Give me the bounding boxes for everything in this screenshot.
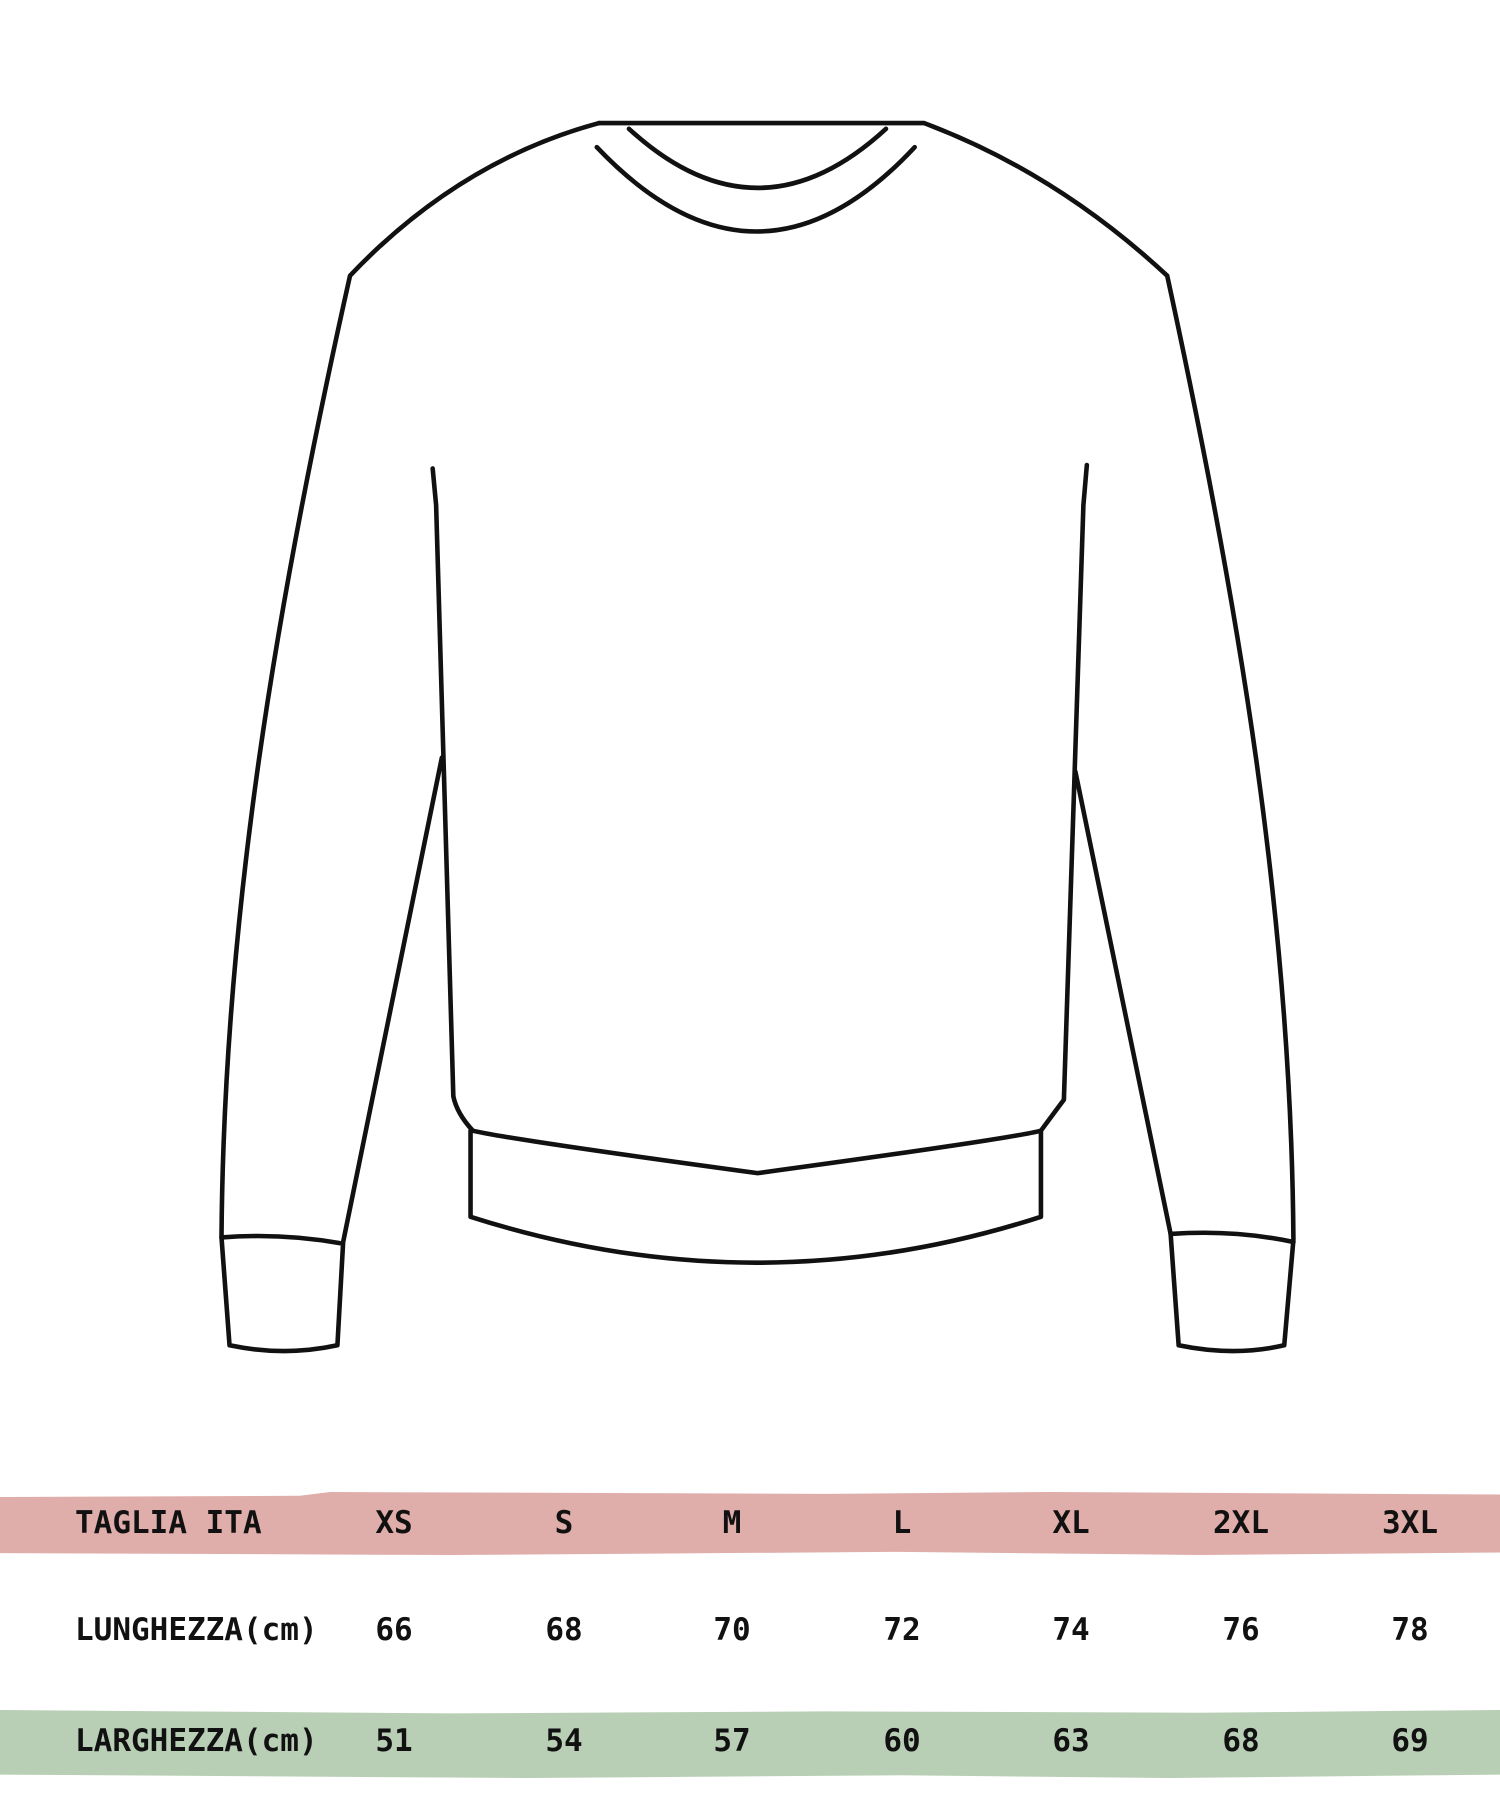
left-body-side (430, 466, 476, 1133)
header-band (0, 1492, 1500, 1555)
length-value: 76 (1222, 1612, 1260, 1648)
width-value: 51 (375, 1723, 413, 1759)
width-label: LARGHEZZA(cm) (75, 1723, 318, 1759)
size-xl: XL (1052, 1505, 1090, 1541)
collar-inner (626, 126, 889, 191)
size-m: M (722, 1505, 742, 1541)
sweater-left-outline (219, 120, 602, 1354)
size-3xl: 3XL (1382, 1505, 1438, 1541)
width-row: LARGHEZZA(cm) 51 54 57 60 63 68 69 (0, 1716, 1500, 1766)
size-l: L (892, 1505, 912, 1541)
right-body-side (1038, 462, 1090, 1133)
size-2xl: 2XL (1213, 1505, 1269, 1541)
sweater-body-outline (596, 120, 1296, 1354)
length-value: 72 (883, 1612, 921, 1648)
left-cuff-line (219, 1233, 343, 1246)
width-value: 69 (1391, 1723, 1429, 1759)
size-xs: XS (375, 1505, 413, 1541)
width-value: 60 (883, 1723, 921, 1759)
width-value: 54 (545, 1723, 583, 1759)
length-value: 68 (545, 1612, 583, 1648)
size-header-label: TAGLIA ITA (75, 1505, 262, 1541)
length-row: LUNGHEZZA(cm) 66 68 70 72 74 76 78 (0, 1605, 1500, 1655)
width-value: 57 (713, 1723, 751, 1759)
width-band (0, 1710, 1500, 1778)
right-cuff-line (1168, 1230, 1296, 1245)
length-value: 78 (1391, 1612, 1429, 1648)
length-value: 74 (1052, 1612, 1090, 1648)
hem-top (470, 1128, 1044, 1176)
waistband (468, 1128, 1044, 1265)
length-value: 66 (375, 1612, 413, 1648)
width-value: 63 (1052, 1723, 1090, 1759)
size-s: S (554, 1505, 574, 1541)
length-value: 70 (713, 1612, 751, 1648)
collar-outer (594, 144, 917, 234)
width-value: 68 (1222, 1723, 1260, 1759)
size-header-row: TAGLIA ITA XS S M L XL 2XL 3XL (0, 1498, 1500, 1548)
length-label: LUNGHEZZA(cm) (75, 1612, 318, 1648)
